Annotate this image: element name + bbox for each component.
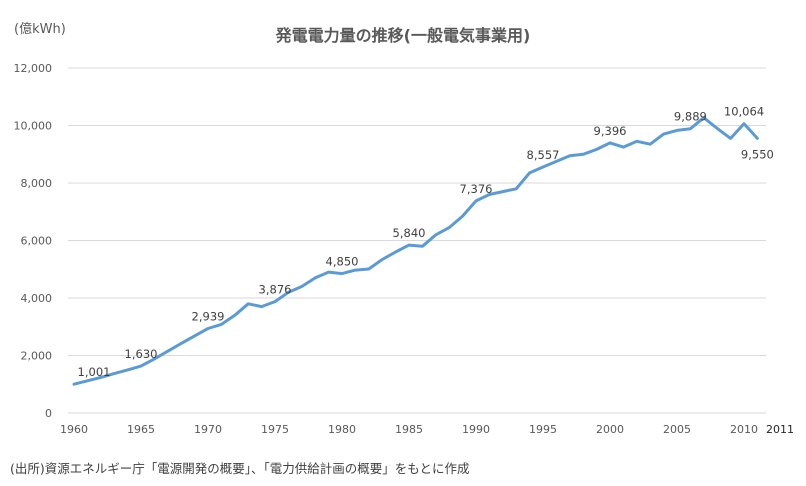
x-tick-label: 1995 bbox=[529, 423, 557, 436]
data-label: 2,939 bbox=[192, 310, 225, 324]
data-label: 4,850 bbox=[326, 255, 359, 269]
x-tick-label: 2000 bbox=[596, 423, 624, 436]
y-tick-label: 6,000 bbox=[21, 235, 53, 248]
gridlines bbox=[68, 67, 766, 414]
y-axis-ticks: 0 2,000 4,000 6,000 8,000 10,000 12,000 bbox=[14, 62, 53, 420]
data-label: 1,001 bbox=[78, 365, 111, 379]
data-label: 5,840 bbox=[393, 226, 426, 240]
x-tick-label: 2010 bbox=[730, 423, 758, 436]
x-tick-label: 1990 bbox=[462, 423, 490, 436]
x-tick-label: 1960 bbox=[60, 423, 88, 436]
series-line-power-generation bbox=[72, 116, 759, 386]
data-label: 9,550 bbox=[741, 147, 774, 161]
data-labels: 1,001 1,630 2,939 3,876 4,850 5,840 7,376 8,557… bbox=[78, 105, 774, 380]
data-label: 7,376 bbox=[460, 182, 493, 196]
data-label: 10,064 bbox=[724, 105, 764, 119]
y-tick-label: 12,000 bbox=[14, 62, 53, 75]
y-axis-unit-label: (億kWh) bbox=[14, 22, 66, 37]
data-label: 8,557 bbox=[527, 148, 560, 162]
y-tick-label: 4,000 bbox=[21, 292, 53, 305]
y-tick-label: 10,000 bbox=[14, 120, 53, 133]
data-label: 9,889 bbox=[674, 110, 707, 124]
x-axis-ticks: 1960 1965 1970 1975 1980 1985 1990 1995 2000 2005… bbox=[60, 423, 794, 436]
x-tick-label: 2005 bbox=[663, 423, 691, 436]
x-tick-label: 1975 bbox=[261, 423, 289, 436]
y-tick-label: 8,000 bbox=[21, 177, 53, 190]
data-label: 3,876 bbox=[259, 283, 292, 297]
x-tick-label: 1965 bbox=[127, 423, 155, 436]
y-tick-label: 0 bbox=[45, 407, 52, 420]
x-tick-label: 1980 bbox=[328, 423, 356, 436]
source-note: (出所)資源エネルギー庁「電源開発の概要」、「電力供給計画の概要」をもとに作成 bbox=[10, 461, 470, 476]
x-tick-label: 1985 bbox=[395, 423, 423, 436]
x-tick-label-last: 2011 bbox=[766, 423, 794, 436]
data-label: 9,396 bbox=[594, 124, 627, 138]
data-label: 1,630 bbox=[125, 347, 158, 361]
chart-title: 発電電力量の推移(一般電気事業用) bbox=[275, 26, 531, 45]
y-tick-label: 2,000 bbox=[21, 350, 53, 363]
x-tick-label: 1970 bbox=[194, 423, 222, 436]
